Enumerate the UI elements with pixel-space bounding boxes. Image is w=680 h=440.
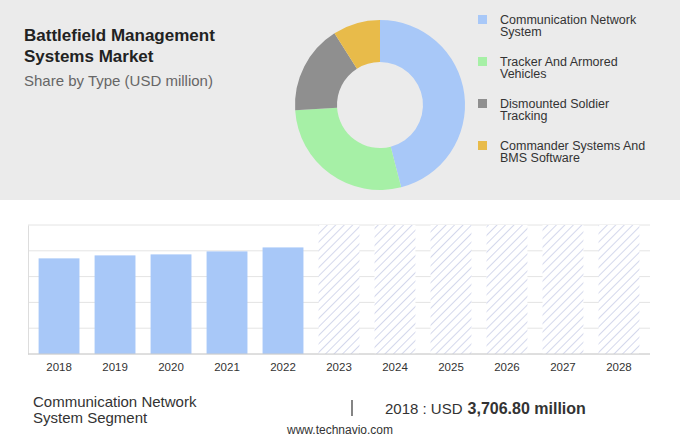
x-tick: 2020 xyxy=(158,354,184,373)
forecast-placeholder xyxy=(319,225,360,354)
source: www.technavio.com xyxy=(286,423,393,437)
x-tick: 2027 xyxy=(550,354,576,373)
legend-label: Commander Systems AndBMS Software xyxy=(500,139,645,165)
bar xyxy=(263,247,304,354)
legend-swatch xyxy=(478,99,487,108)
x-axis: 2018 2019 2020 2021 2022 2023 2024 2025 2026 2027… xyxy=(28,354,650,373)
bar xyxy=(39,258,80,354)
text-line: Systems Market xyxy=(24,47,154,66)
title: Battlefield Management Systems Market xyxy=(24,26,215,66)
forecast-placeholder xyxy=(599,225,640,354)
segment-year: 2018 : USD xyxy=(385,400,463,417)
forecast-placeholder xyxy=(543,225,584,354)
donut-slice xyxy=(334,20,380,69)
x-tick: 2022 xyxy=(270,354,296,373)
text-line: Communication Network xyxy=(33,393,197,410)
x-tick-label: 2023 xyxy=(326,361,352,373)
x-tick: 2021 xyxy=(214,354,240,373)
donut-slice xyxy=(295,108,401,190)
x-tick: 2028 xyxy=(606,354,632,373)
x-tick-label: 2027 xyxy=(550,361,576,373)
axis-line xyxy=(28,354,650,355)
chart-root: Battlefield Management Systems Market Shar… xyxy=(0,0,680,440)
forecast-placeholder xyxy=(375,225,416,354)
x-tick: 2019 xyxy=(102,354,128,373)
x-tick-label: 2018 xyxy=(46,361,72,373)
text-line: Vehicles xyxy=(500,67,547,81)
legend-swatch xyxy=(478,15,487,24)
grid xyxy=(28,225,650,354)
segment-label: Communication NetworkSystem Segment xyxy=(33,393,197,426)
bars xyxy=(39,247,304,354)
donut xyxy=(295,20,465,190)
text-line: BMS Software xyxy=(500,151,580,165)
forecast-placeholder xyxy=(431,225,472,354)
legend-label: Tracker And ArmoredVehicles xyxy=(500,55,618,81)
subtitle: Share by Type (USD million) xyxy=(24,72,213,89)
x-tick: 2025 xyxy=(438,354,464,373)
legend-label: Communication NetworkSystem xyxy=(500,13,637,39)
x-tick: 2024 xyxy=(382,354,408,373)
legend: Communication NetworkSystem Tracker And A… xyxy=(478,13,645,165)
segment-value: 3,706.80 million xyxy=(468,400,586,417)
x-tick-label: 2028 xyxy=(606,361,632,373)
grid-line xyxy=(28,354,650,355)
bar xyxy=(207,251,248,354)
legend-swatch xyxy=(478,141,487,150)
text-line: Tracking xyxy=(500,109,548,123)
x-tick-label: 2024 xyxy=(382,361,408,373)
x-tick: 2018 xyxy=(46,354,72,373)
legend-label: Dismounted SoldierTracking xyxy=(500,97,609,123)
x-tick: 2023 xyxy=(326,354,352,373)
legend-swatch xyxy=(478,57,487,66)
x-tick-label: 2025 xyxy=(438,361,464,373)
y-axis xyxy=(28,226,30,355)
forecast-placeholder xyxy=(487,225,528,354)
header-panel xyxy=(0,0,680,200)
x-tick-label: 2022 xyxy=(270,361,296,373)
x-tick: 2026 xyxy=(494,354,520,373)
text-line: Battlefield Management xyxy=(24,26,215,45)
bar xyxy=(95,255,136,354)
separator xyxy=(351,400,352,416)
text-line: System xyxy=(500,25,542,39)
x-tick-label: 2026 xyxy=(494,361,520,373)
axis-line xyxy=(28,226,29,355)
text-line: System Segment xyxy=(33,409,148,426)
x-tick-label: 2020 xyxy=(158,361,184,373)
x-tick-label: 2021 xyxy=(214,361,240,373)
x-tick-label: 2019 xyxy=(102,361,128,373)
forecast-columns xyxy=(319,225,640,354)
bar xyxy=(151,254,192,354)
